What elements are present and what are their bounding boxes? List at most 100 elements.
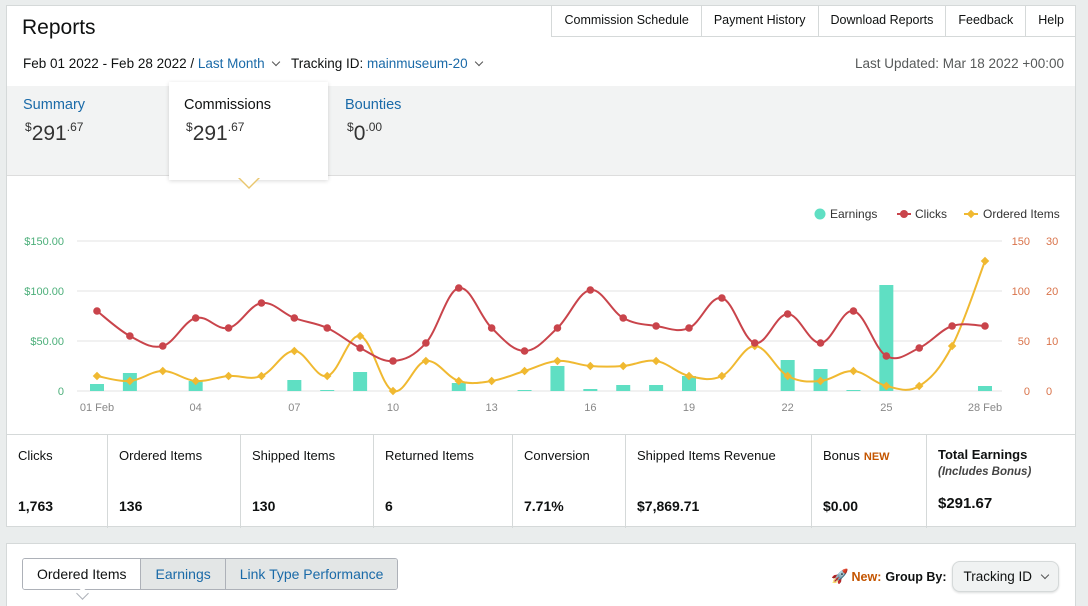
summary-tabs: Summary $291.67 Commissions $291.67 Boun…	[7, 82, 1075, 180]
ordered-items-point	[980, 256, 990, 266]
tab-link-type-performance[interactable]: Link Type Performance	[224, 559, 398, 589]
stat-label: Clicks	[18, 448, 53, 463]
tracking-id-value[interactable]: mainmuseum-20	[367, 56, 468, 71]
help-button[interactable]: Help	[1025, 5, 1076, 36]
ordered-items-point	[947, 341, 957, 351]
x-tick-label: 07	[288, 402, 300, 414]
group-by-select[interactable]: Tracking ID	[952, 561, 1059, 592]
stat-shipped-revenue: Shipped Items Revenue $7,869.71	[625, 435, 811, 528]
ordered-items-point	[454, 376, 464, 386]
earnings-bar	[616, 385, 631, 391]
ordered-items-point	[257, 371, 266, 381]
clicks-point	[553, 324, 562, 332]
stat-label: Total Earnings	[938, 447, 1028, 462]
range-preset-link[interactable]: Last Month	[197, 56, 265, 71]
ordered-items-point	[520, 366, 529, 376]
stat-value: 1,763	[18, 498, 54, 514]
tab-commissions[interactable]: Commissions $291.67	[169, 82, 328, 180]
stat-value: $7,869.71	[637, 498, 700, 514]
ordered-items-point	[651, 356, 661, 366]
tab-bounties-label: Bounties	[345, 97, 402, 113]
ordered-items-point	[914, 381, 924, 391]
earnings-bar	[682, 376, 696, 391]
earnings-bar	[90, 384, 104, 391]
earnings-bar	[649, 385, 664, 391]
filter-row: Feb 01 2022 - Feb 28 2022 / Last Month T…	[23, 56, 1064, 74]
stat-label: Ordered Items	[119, 448, 203, 463]
ordered-items-point	[125, 376, 135, 386]
ordered-items-point	[191, 376, 200, 386]
ordered-items-point	[684, 371, 694, 381]
date-range-filter[interactable]: Feb 01 2022 - Feb 28 2022 / Last Month	[23, 56, 280, 71]
clicks-point	[685, 324, 693, 332]
tab-bounties-value: $0.00	[347, 120, 383, 145]
x-tick-label: 25	[880, 402, 892, 414]
earnings-bar	[353, 372, 368, 391]
clicks-point	[619, 314, 628, 322]
clicks-point	[126, 332, 134, 340]
ordered-items-point	[717, 371, 727, 381]
new-label: New:	[851, 569, 882, 584]
tab-commissions-value: $291.67	[186, 120, 245, 145]
stat-label: Shipped Items	[252, 448, 336, 463]
clicks-point	[290, 314, 299, 322]
date-range-text: Feb 01 2022 - Feb 28 2022 /	[23, 56, 195, 71]
ordered-items-point	[322, 371, 332, 381]
clicks-point	[849, 307, 858, 315]
stats-row: Clicks 1,763 Ordered Items 136 Shipped I…	[7, 434, 1075, 528]
earnings-bar	[188, 381, 203, 391]
commission-schedule-button[interactable]: Commission Schedule	[564, 13, 689, 27]
tab-summary-value: $291.67	[25, 120, 84, 145]
y-tick-label-items: 20	[1046, 286, 1058, 298]
stat-value: $0.00	[823, 498, 859, 514]
clicks-point	[783, 310, 792, 318]
ordered-items-point	[553, 356, 562, 366]
detail-panel: Ordered Items Earnings Link Type Perform…	[6, 543, 1076, 606]
x-tick-label: 13	[486, 402, 498, 414]
x-tick-label: 19	[683, 402, 695, 414]
tracking-id-filter[interactable]: Tracking ID: mainmuseum-20	[291, 56, 483, 71]
x-tick-label: 28 Feb	[968, 402, 1002, 414]
x-tick-label: 04	[190, 402, 202, 414]
y-tick-label-clicks: 0	[1024, 386, 1030, 398]
top-nav: Commission Schedule Payment History Down…	[551, 5, 1076, 37]
y-tick-label-earnings: 0	[58, 386, 64, 398]
clicks-point	[652, 322, 660, 330]
ordered-items-point	[586, 361, 595, 371]
legend-items-marker	[966, 209, 976, 219]
clicks-point	[750, 339, 759, 347]
clicks-point	[93, 307, 101, 315]
clicks-point	[586, 286, 595, 294]
stat-label: Bonus NEW	[823, 448, 890, 463]
detail-tabs: Ordered Items Earnings Link Type Perform…	[22, 558, 399, 590]
ordered-items-point	[421, 356, 431, 366]
payment-history-button[interactable]: Payment History	[700, 5, 818, 36]
stat-label: Returned Items	[385, 448, 474, 463]
feedback-button[interactable]: Feedback	[945, 5, 1025, 36]
clicks-point	[882, 352, 891, 360]
clicks-point	[718, 294, 726, 302]
tab-bounties[interactable]: Bounties $0.00	[329, 86, 479, 176]
earnings-bar	[550, 366, 565, 391]
x-tick-label: 22	[782, 402, 794, 414]
y-tick-label-clicks: 150	[1012, 236, 1030, 248]
legend-items-label: Ordered Items	[983, 207, 1060, 221]
tab-earnings[interactable]: Earnings	[140, 559, 225, 589]
y-tick-label-items: 10	[1046, 336, 1058, 348]
clicks-point	[422, 339, 430, 347]
earnings-bar	[879, 285, 894, 391]
download-reports-button[interactable]: Download Reports	[817, 5, 946, 36]
ordered-items-point	[849, 366, 858, 376]
chevron-down-icon	[1040, 570, 1050, 579]
stat-bonus: Bonus NEW $0.00	[811, 435, 926, 528]
clicks-point	[356, 344, 364, 352]
tab-summary[interactable]: Summary $291.67	[7, 86, 169, 176]
ordered-items-point	[355, 331, 365, 341]
x-tick-label: 16	[584, 402, 596, 414]
x-tick-label: 10	[387, 402, 399, 414]
tab-ordered-items[interactable]: Ordered Items	[23, 559, 141, 589]
clicks-point	[454, 284, 463, 292]
stat-value: 136	[119, 498, 143, 514]
tab-commissions-label: Commissions	[184, 97, 272, 113]
stat-value: 6	[385, 498, 393, 514]
